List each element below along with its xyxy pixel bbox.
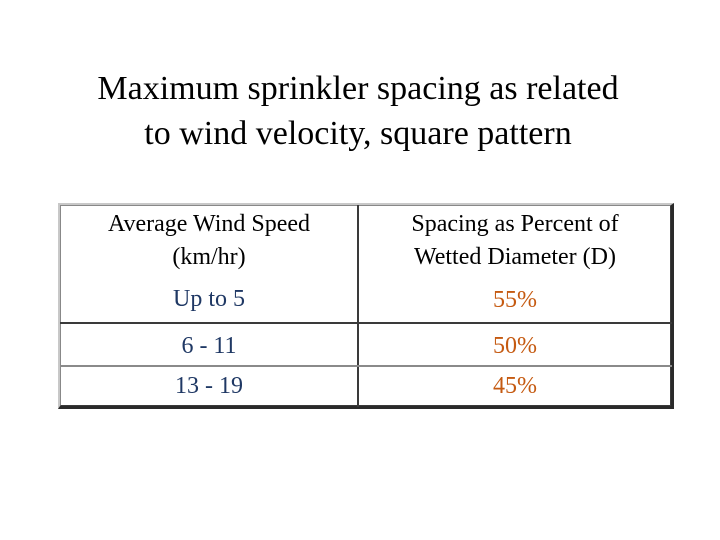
spacing-cell-row-2: 50% <box>493 333 537 359</box>
header-wind-speed-line-2: (km/hr) <box>172 244 246 270</box>
slide-title: Maximum sprinkler spacing as related to … <box>0 66 716 156</box>
wind-speed-cell-row-3: 13 - 19 <box>175 373 243 399</box>
spacing-cell-row-1: 55% <box>493 287 537 313</box>
header-spacing-line-2: Wetted Diameter (D) <box>414 244 616 270</box>
row-divider-1 <box>60 322 672 324</box>
wind-speed-cell-row-2: 6 - 11 <box>181 333 237 359</box>
row-divider-2 <box>60 365 672 367</box>
spacing-table <box>58 203 674 409</box>
slide-title-line-1: Maximum sprinkler spacing as related <box>97 70 619 107</box>
spacing-table-inner-border <box>60 205 671 406</box>
header-wind-speed-line-1: Average Wind Speed <box>107 211 311 237</box>
spacing-cell-row-3: 45% <box>493 373 537 399</box>
slide-title-line-2: to wind velocity, square pattern <box>144 115 572 152</box>
column-divider <box>357 205 359 407</box>
header-spacing-line-1: Spacing as Percent of <box>411 211 619 237</box>
wind-speed-cell-row-1: Up to 5 <box>173 286 245 312</box>
